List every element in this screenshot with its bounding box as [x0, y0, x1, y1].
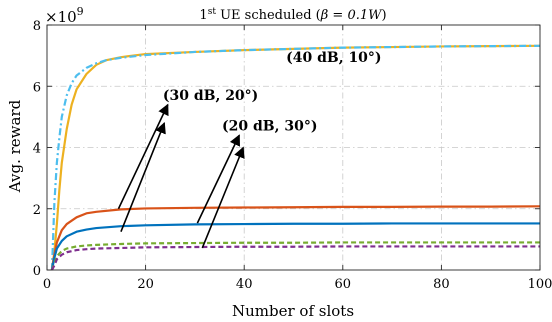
annotation-arrow-1 [117, 103, 169, 210]
x-tick-label: 20 [137, 277, 154, 292]
x-tick-label: 80 [433, 277, 450, 292]
annotation-arrow-2 [120, 121, 166, 233]
chart-title: 1st UE scheduled (β = 0.1W) [199, 7, 386, 23]
x-tick-label: 100 [528, 277, 552, 292]
y-tick-label: 4 [33, 142, 41, 157]
series-line-5 [50, 241, 540, 271]
annotation-arrows [117, 103, 245, 249]
y-tick-label: 6 [33, 80, 41, 95]
annotation-label-1: (40 dB, 10°) [286, 50, 381, 66]
x-tick-label: 0 [43, 277, 51, 292]
y-tick-label: 8 [33, 19, 41, 34]
x-axis-label: Number of slots [232, 302, 354, 320]
tick-labels: 0 20 40 60 80 100 0 2 4 6 8 [33, 19, 552, 292]
series-line-6 [50, 245, 540, 271]
series-group [50, 44, 541, 271]
annotation-arrow-3 [196, 134, 240, 224]
annotation-label-3: (20 dB, 30°) [222, 119, 317, 135]
series-line-3 [50, 205, 541, 271]
y-axis-label: Avg. reward [6, 99, 24, 193]
x-tick-label: 40 [236, 277, 253, 292]
x-tick-label: 60 [335, 277, 352, 292]
series-line-1 [50, 44, 541, 271]
series-line-4 [50, 222, 540, 271]
y-axis-exponent: ×109 [45, 5, 84, 26]
axes [46, 24, 541, 271]
y-tick-label: 2 [33, 203, 41, 218]
y-tick-label: 0 [33, 264, 41, 279]
series-line-2 [50, 44, 541, 271]
annotation-arrow-4 [201, 146, 245, 249]
annotations: (40 dB, 10°) (30 dB, 20°) (20 dB, 30°) [163, 50, 382, 135]
annotation-label-2: (30 dB, 20°) [163, 88, 258, 104]
